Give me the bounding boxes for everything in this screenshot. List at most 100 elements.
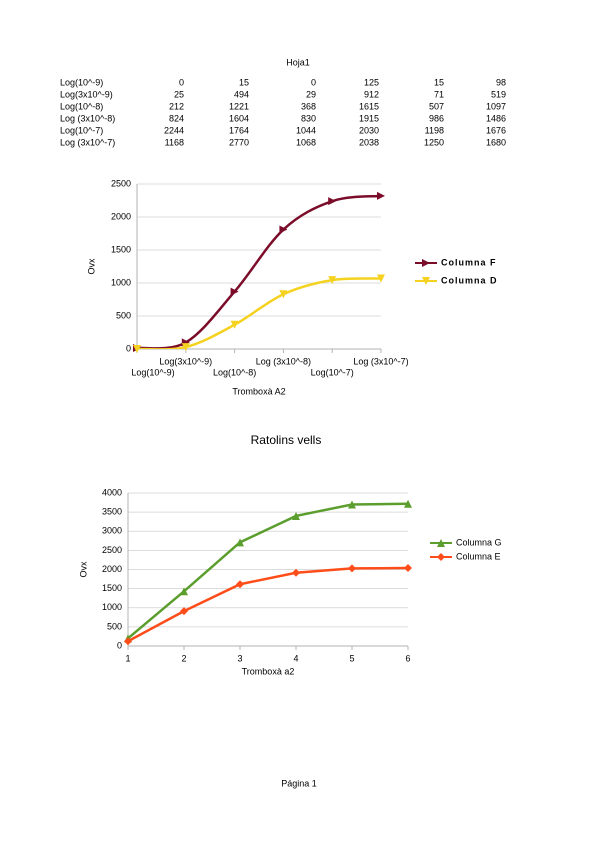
table-cell: 1915 — [359, 113, 379, 123]
table-cell: 125 — [364, 77, 379, 87]
data-point — [348, 564, 356, 573]
y-tick-label: 1500 — [102, 583, 122, 593]
table-cell: 29 — [306, 89, 316, 99]
data-point — [377, 191, 385, 200]
x-axis-title: Tromboxà A2 — [232, 386, 285, 396]
table-cell: 494 — [234, 89, 249, 99]
table-cell: 1615 — [359, 101, 379, 111]
table-cell: 1221 — [229, 101, 249, 111]
table-cell: 912 — [364, 89, 379, 99]
row-label: Log (3x10^-8) — [60, 113, 115, 123]
row-label: Log (3x10^-7) — [60, 137, 115, 147]
y-tick-label: 2000 — [111, 211, 131, 221]
table-cell: 2770 — [229, 137, 249, 147]
table-cell: 25 — [174, 89, 184, 99]
x-tick-label: 6 — [405, 653, 410, 663]
data-point — [292, 511, 300, 520]
row-label: Log(10^-7) — [60, 125, 103, 135]
legend-label: Columna F — [441, 257, 497, 267]
data-point — [292, 568, 300, 577]
legend-marker — [422, 277, 430, 285]
legend-marker — [422, 259, 430, 267]
table-cell: 830 — [301, 113, 316, 123]
legend-label: Columna E — [456, 551, 501, 561]
data-point — [404, 499, 412, 508]
legend-label: Columna G — [456, 537, 502, 547]
series-line — [137, 277, 382, 349]
y-tick-label: 1000 — [111, 277, 131, 287]
y-tick-label: 2500 — [111, 178, 131, 188]
data-point — [328, 197, 337, 206]
table-cell: 2030 — [359, 125, 379, 135]
data-point — [404, 564, 412, 573]
y-tick-label: 500 — [116, 310, 131, 320]
table-cell: 1764 — [229, 125, 249, 135]
data-point — [236, 580, 244, 589]
data-point — [279, 225, 288, 234]
chart-title: Ratolins vells — [251, 433, 322, 447]
table-cell: 1604 — [229, 113, 249, 123]
row-label: Log(10^-9) — [60, 77, 103, 87]
x-tick-label: Log(10^-7) — [311, 367, 354, 377]
table-cell: 0 — [179, 77, 184, 87]
table-cell: 212 — [169, 101, 184, 111]
table-cell: 2244 — [164, 125, 184, 135]
y-tick-label: 500 — [107, 621, 122, 631]
table-cell: 507 — [429, 101, 444, 111]
table-cell: 368 — [301, 101, 316, 111]
x-tick-label: 5 — [349, 653, 354, 663]
table-cell: 1250 — [424, 137, 444, 147]
data-point — [230, 287, 239, 296]
series-line — [128, 566, 409, 643]
y-tick-label: 2500 — [102, 545, 122, 555]
legend-marker — [437, 539, 445, 547]
table-cell: 1198 — [425, 125, 444, 135]
table-cell: 0 — [311, 77, 316, 87]
data-point — [181, 343, 190, 352]
data-point — [180, 607, 188, 616]
y-axis-title: Ovx — [86, 258, 96, 275]
table-cell: 519 — [491, 89, 506, 99]
page-footer: Página 1 — [281, 778, 317, 788]
table-cell: 824 — [169, 113, 184, 123]
table-cell: 1097 — [486, 101, 506, 111]
x-axis-title: Tromboxà a2 — [242, 666, 295, 676]
table-cell: 1676 — [486, 125, 506, 135]
x-tick-label: 3 — [237, 653, 242, 663]
table-cell: 2038 — [359, 137, 379, 147]
data-point — [348, 500, 356, 509]
y-tick-label: 0 — [126, 343, 131, 353]
legend-marker — [437, 553, 445, 561]
data-point — [133, 345, 141, 353]
x-tick-label: Log(3x10^-9) — [159, 356, 212, 366]
table-cell: 1680 — [486, 137, 506, 147]
x-tick-label: Log (3x10^-8) — [256, 356, 311, 366]
x-tick-label: 1 — [125, 653, 130, 663]
y-tick-label: 1500 — [111, 244, 131, 254]
data-point — [180, 587, 188, 596]
table-cell: 15 — [239, 77, 249, 87]
data-point — [328, 276, 337, 285]
sheet-title: Hoja1 — [286, 57, 310, 67]
y-tick-label: 2000 — [102, 564, 122, 574]
y-tick-label: 3500 — [102, 507, 122, 517]
row-label: Log(3x10^-9) — [60, 89, 113, 99]
x-tick-label: Log(10^-8) — [213, 367, 256, 377]
x-tick-label: 4 — [293, 653, 298, 663]
data-point — [236, 538, 244, 547]
x-tick-label: Log(10^-9) — [131, 367, 174, 377]
data-point — [230, 320, 239, 329]
y-tick-label: 3000 — [102, 526, 122, 536]
x-tick-label: 2 — [181, 653, 186, 663]
x-tick-label: Log (3x10^-7) — [353, 356, 408, 366]
table-cell: 1044 — [296, 125, 316, 135]
table-cell: 1068 — [296, 137, 316, 147]
y-tick-label: 1000 — [102, 602, 122, 612]
data-point — [124, 637, 132, 646]
y-tick-label: 0 — [117, 640, 122, 650]
table-cell: 71 — [434, 89, 444, 99]
data-point — [377, 274, 385, 283]
row-label: Log(10^-8) — [60, 101, 103, 111]
